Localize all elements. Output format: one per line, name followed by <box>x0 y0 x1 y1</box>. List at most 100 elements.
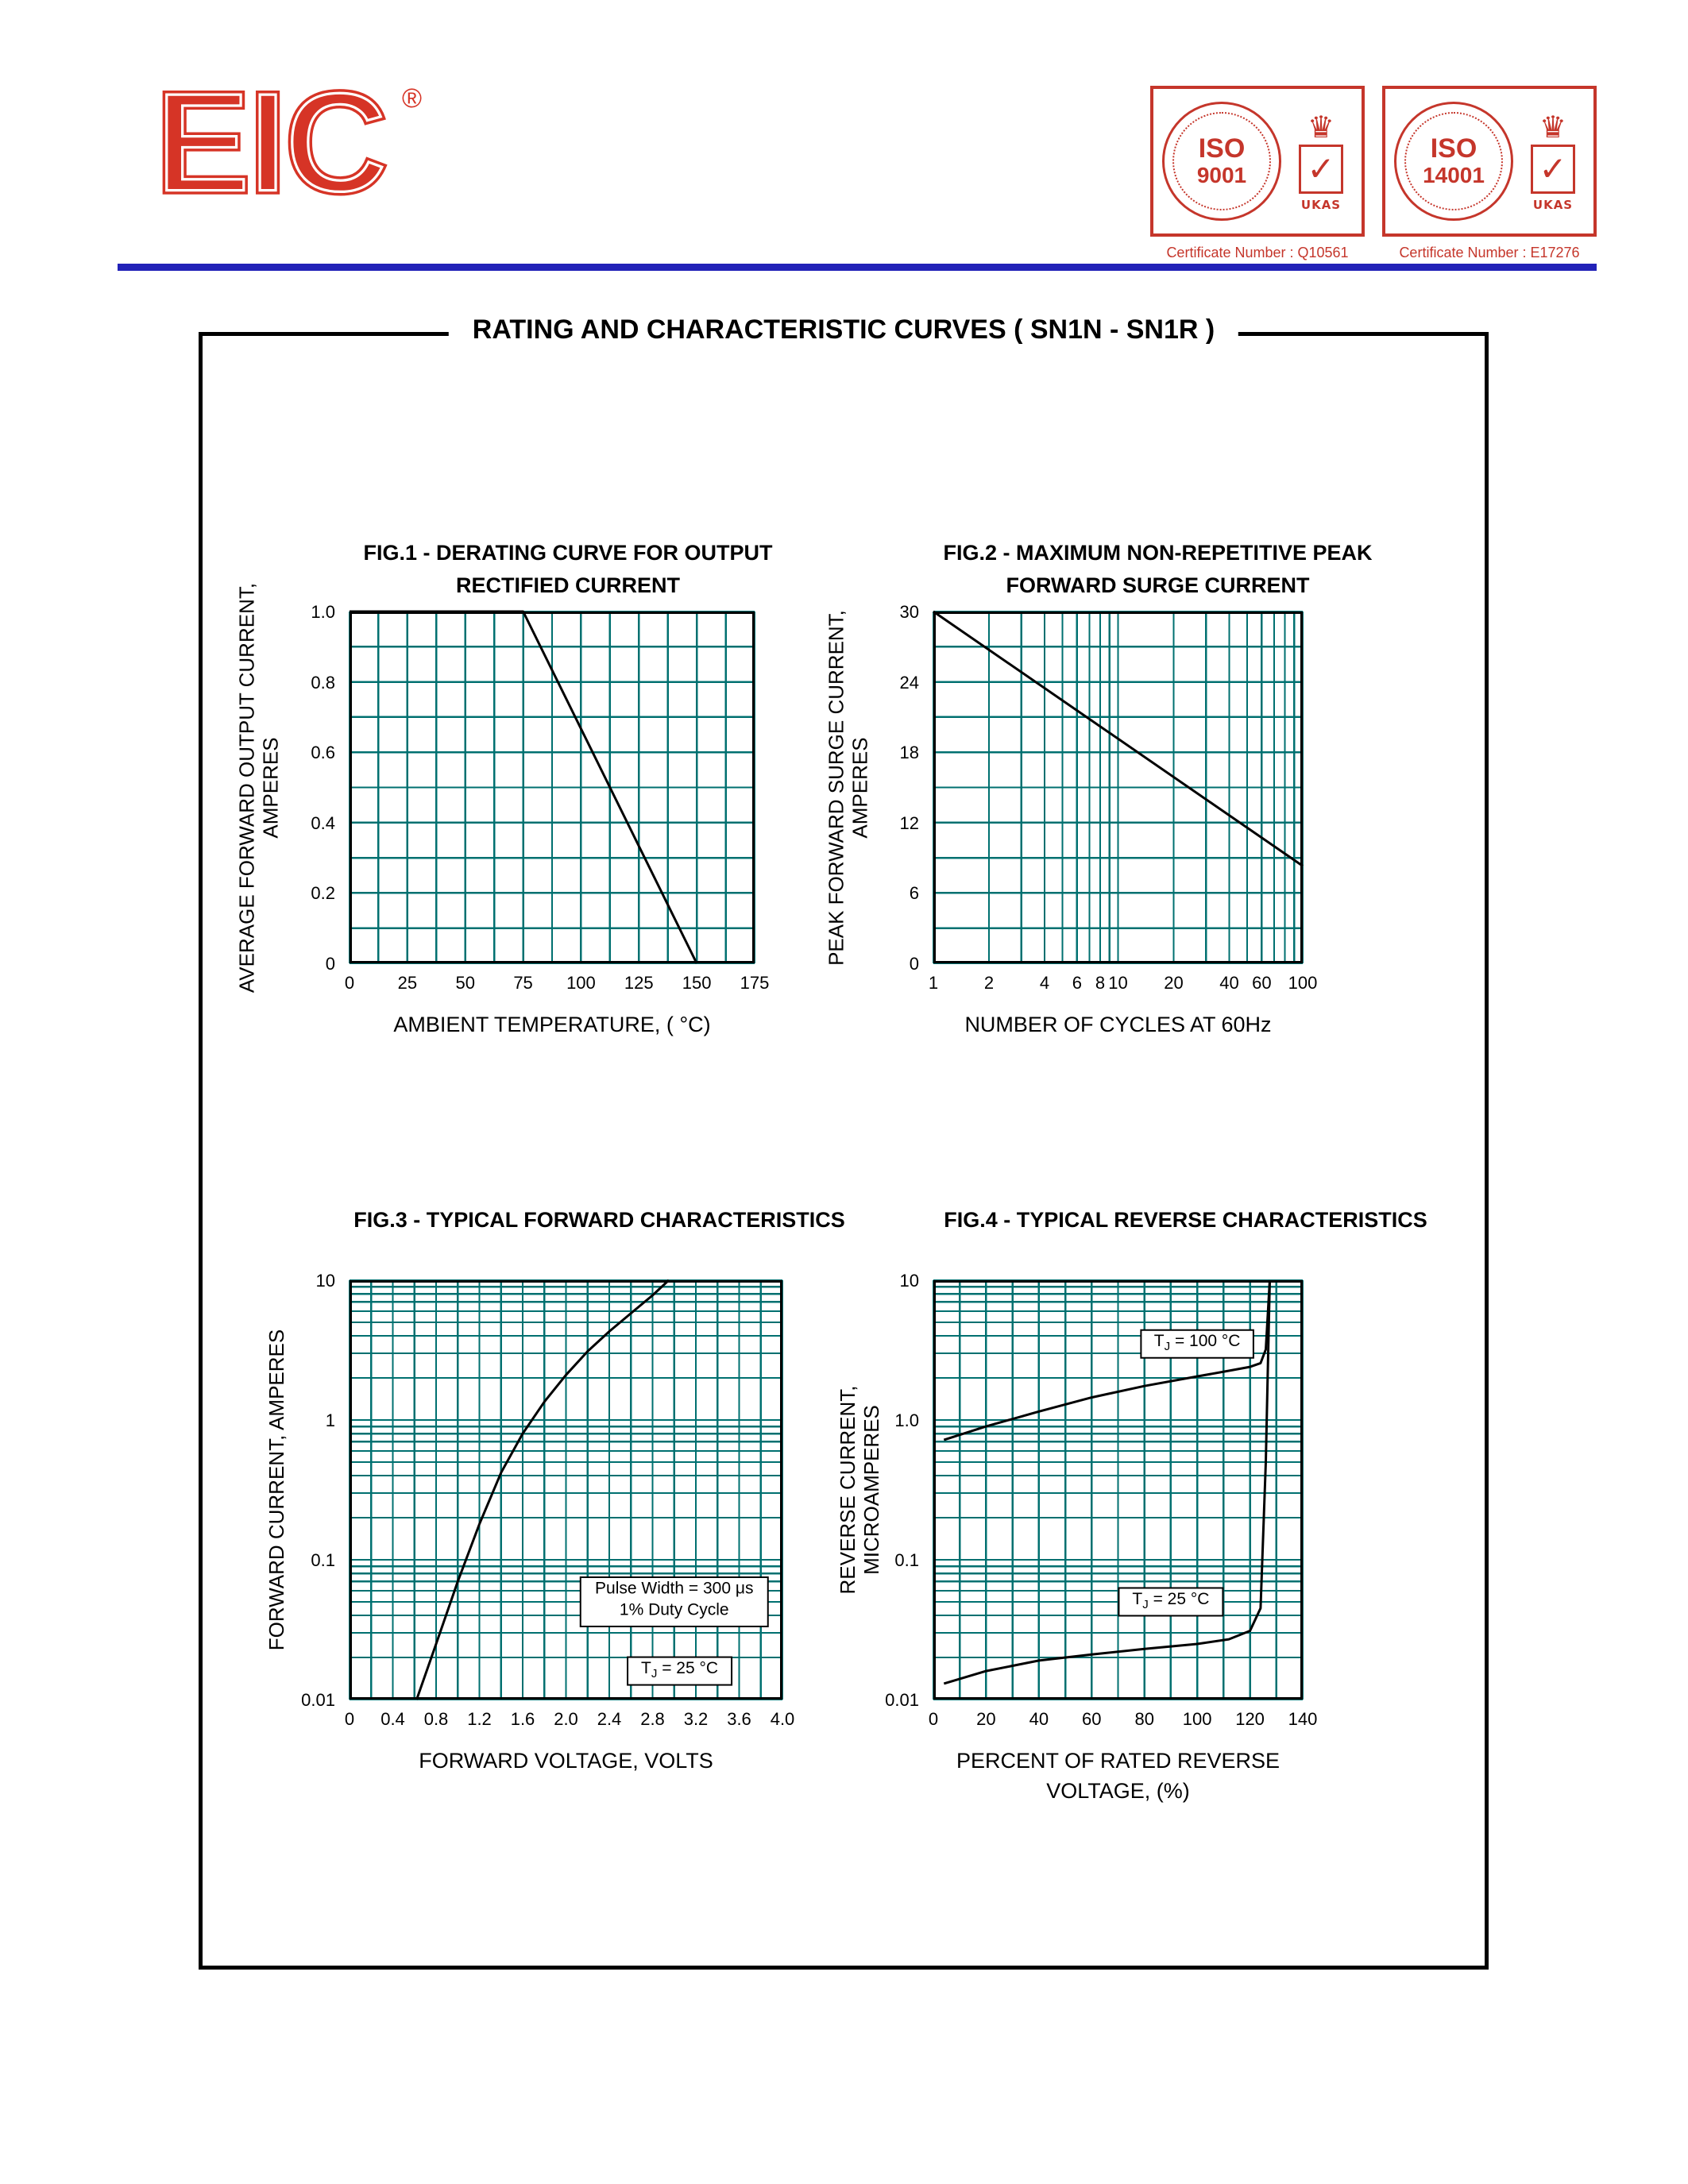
fig3-x-tick: 2.4 <box>597 1709 622 1729</box>
iso14001-certificate-caption: Certificate Number : E17276 <box>1399 245 1580 260</box>
fig3-x-tick: 3.6 <box>727 1709 751 1729</box>
fig1-title: FIG.1 - DERATING CURVE FOR OUTPUT RECTIFI… <box>363 541 773 597</box>
iso9001-certificate-caption: Certificate Number : Q10561 <box>1166 245 1349 260</box>
fig4-annotation-text: TJ = 100 °C <box>1154 1332 1241 1353</box>
check-icon: ✓ <box>1531 144 1575 194</box>
fig4-x-tick: 0 <box>928 1709 939 1729</box>
fig2-x-tick: 20 <box>1164 973 1184 993</box>
fig3-x-tick: 2.8 <box>640 1709 665 1729</box>
fig2-x-tick: 40 <box>1219 973 1239 993</box>
fig3-plot-area: Pulse Width = 300 μs 1% Duty Cycle TJ = 25… <box>348 1279 784 1701</box>
fig1-y-tick: 0.6 <box>311 743 335 763</box>
fig1-x-tick: 100 <box>566 973 596 993</box>
fig4-y-tick: 0.01 <box>885 1690 919 1710</box>
header-divider-rule <box>118 264 1597 271</box>
fig3-title: FIG.3 - TYPICAL FORWARD CHARACTERISTICS <box>353 1208 845 1232</box>
fig1-x-tick: 25 <box>397 973 418 993</box>
iso9001-stamp-box: ISO 9001 ♛ ✓ UKAS <box>1150 86 1365 237</box>
registered-trademark-icon: ® <box>402 83 422 114</box>
fig2-x-tick: 4 <box>1039 973 1050 993</box>
fig3-annotation-text: Pulse Width = 300 μs <box>595 1579 753 1597</box>
fig3-x-tick: 2.0 <box>554 1709 578 1729</box>
crown-icon: ♛ <box>1539 109 1567 145</box>
fig1-x-axis-label: AMBIENT TEMPERATURE, ( °C) <box>393 1013 711 1036</box>
fig2-y-tick: 0 <box>909 954 919 974</box>
fig2-y-tick: 6 <box>909 883 919 904</box>
crown-icon: ♛ <box>1307 109 1335 145</box>
fig1-derating-line <box>350 610 698 964</box>
iso14001-stamp-box: ISO 14001 ♛ ✓ UKAS <box>1382 86 1597 237</box>
fig2-plot-frame <box>933 612 1303 963</box>
fig3-annotation-box-0 <box>579 1576 769 1627</box>
fig1-y-tick: 0.8 <box>311 672 335 693</box>
fig2-x-tick: 8 <box>1095 973 1106 993</box>
iso9001-seal-ring: ISO 9001 <box>1172 112 1271 210</box>
fig1-x-tick: 75 <box>513 973 533 993</box>
fig3-x-tick: 4.0 <box>770 1709 795 1729</box>
eic-logo-text-outline: EIC <box>154 68 386 225</box>
fig3-y-tick: 0.01 <box>301 1690 335 1710</box>
fig4-x-tick: 100 <box>1182 1709 1212 1729</box>
fig4-chart: FIG.4 - TYPICAL REVERSE CHARACTERISTICS R… <box>798 1175 1427 1843</box>
fig2-chart: FIG.2 - MAXIMUM NON-REPETITIVE PEAK FORWA… <box>798 508 1373 1048</box>
iso9001-seal-label: ISO <box>1198 133 1246 164</box>
fig3-annotation-text: 1% Duty Cycle <box>620 1600 729 1619</box>
iso14001-seal-number: 14001 <box>1423 163 1485 187</box>
fig4-annotation-box-1 <box>1118 1587 1224 1617</box>
iso9001-seal: ISO 9001 <box>1162 102 1281 221</box>
iso14001-seal-ring: ISO 14001 <box>1404 112 1503 210</box>
iso14001-emblem: ♛ ✓ UKAS <box>1521 94 1585 229</box>
fig1-y-tick: 0 <box>325 954 335 974</box>
iso14001-seal: ISO 14001 <box>1394 102 1513 221</box>
fig3-x-tick: 1.2 <box>467 1709 492 1729</box>
fig4-y-tick: 1.0 <box>894 1410 919 1430</box>
fig2-y-tick: 24 <box>899 672 919 693</box>
fig2-x-tick: 1 <box>928 973 939 993</box>
fig4-annotation-box-0 <box>1140 1329 1254 1359</box>
fig4-title: FIG.4 - TYPICAL REVERSE CHARACTERISTICS <box>944 1208 1427 1232</box>
eic-logo-text-stripe: EIC <box>154 68 386 225</box>
fig4-plot-area: TJ = 100 °C TJ = 25 °C <box>932 1279 1304 1701</box>
fig3-x-tick: 3.2 <box>683 1709 709 1729</box>
fig3-x-axis-label: FORWARD VOLTAGE, VOLTS <box>419 1749 713 1773</box>
fig3-y-tick: 0.1 <box>311 1550 335 1570</box>
fig4-y-tick: 0.1 <box>894 1550 919 1570</box>
fig2-x-tick: 10 <box>1108 973 1128 993</box>
fig3-annotation-text: TJ = 25 °C <box>641 1659 718 1680</box>
ukas-label: UKAS <box>1300 197 1342 212</box>
fig4-y-tick: 10 <box>899 1271 919 1291</box>
fig1-y-tick: 1.0 <box>311 602 335 622</box>
fig2-surge-line <box>933 610 1304 867</box>
fig4-x-tick: 40 <box>1029 1709 1049 1729</box>
fig1-y-tick: 0.4 <box>311 812 335 833</box>
fig1-x-tick: 50 <box>455 973 475 993</box>
fig4-x-tick: 60 <box>1082 1709 1102 1729</box>
iso14001-stamp: ISO 14001 ♛ ✓ UKAS Certificate Number : … <box>1382 86 1597 261</box>
fig2-x-tick: 100 <box>1288 973 1318 993</box>
fig3-x-tick: 1.6 <box>510 1709 535 1729</box>
fig4-x-tick: 140 <box>1288 1709 1318 1729</box>
fig3-x-tick: 0 <box>344 1709 355 1729</box>
fig4-x-tick: 120 <box>1235 1709 1265 1729</box>
fig2-x-axis-label: NUMBER OF CYCLES AT 60Hz <box>964 1013 1272 1036</box>
fig2-title: FIG.2 - MAXIMUM NON-REPETITIVE PEAK FORWA… <box>943 541 1373 597</box>
iso14001-seal-label: ISO <box>1430 133 1477 164</box>
fig3-y-tick: 10 <box>315 1271 335 1291</box>
fig1-x-tick: 125 <box>624 973 654 993</box>
fig3-forward-voltage-curve <box>415 1279 670 1700</box>
fig2-plot-area <box>932 610 1304 965</box>
fig1-plot-area <box>348 610 756 965</box>
iso9001-stamp: ISO 9001 ♛ ✓ UKAS Certificate Number : Q… <box>1150 86 1365 261</box>
fig2-y-tick: 18 <box>899 743 919 763</box>
eic-logo-text: EIC <box>154 68 386 225</box>
iso9001-emblem: ♛ ✓ UKAS <box>1289 94 1353 229</box>
check-icon: ✓ <box>1299 144 1343 194</box>
fig4-x-tick: 20 <box>976 1709 996 1729</box>
fig2-x-tick: 6 <box>1072 973 1083 993</box>
fig3-y-tick: 1 <box>325 1410 335 1430</box>
fig3-annotation-box-1 <box>627 1656 733 1686</box>
eic-logo-graphic: EIC EIC EIC ® <box>150 57 422 229</box>
fig2-x-tick: 60 <box>1252 973 1272 993</box>
fig1-x-tick: 175 <box>740 973 770 993</box>
eic-logo: EIC EIC EIC ® <box>150 57 437 230</box>
